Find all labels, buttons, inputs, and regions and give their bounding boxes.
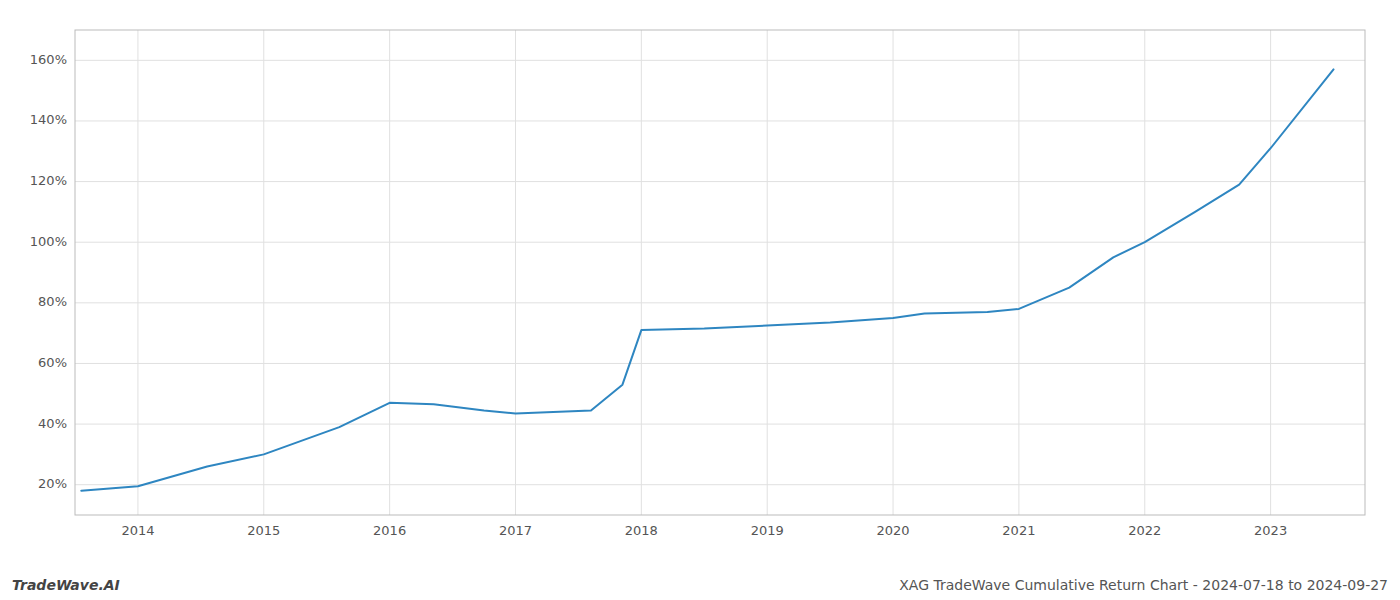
y-grid-line xyxy=(75,302,1365,303)
y-tick-label: 100% xyxy=(30,234,67,249)
x-grid-line xyxy=(263,30,264,515)
x-grid-line xyxy=(1018,30,1019,515)
x-grid-line xyxy=(1144,30,1145,515)
x-tick-label: 2014 xyxy=(121,523,154,538)
line xyxy=(81,69,1333,490)
y-grid-line xyxy=(75,60,1365,61)
x-tick-label: 2020 xyxy=(877,523,910,538)
x-grid-line xyxy=(137,30,138,515)
grid xyxy=(75,30,1365,515)
y-tick-label: 60% xyxy=(38,355,67,370)
x-tick-label: 2021 xyxy=(1002,523,1035,538)
x-grid-line xyxy=(1270,30,1271,515)
x-grid-line xyxy=(515,30,516,515)
x-grid-line xyxy=(641,30,642,515)
x-tick-label: 2019 xyxy=(751,523,784,538)
y-tick-label: 160% xyxy=(30,52,67,67)
x-axis: 2014 2015 2016 2017 2018 2019 2020 2021 2022 2023 xyxy=(121,523,1287,538)
y-tick-label: 120% xyxy=(30,173,67,188)
y-grid-line xyxy=(75,484,1365,485)
y-grid-line xyxy=(75,424,1365,425)
y-tick-label: 140% xyxy=(30,112,67,127)
y-grid-line xyxy=(75,363,1365,364)
chart-container: 20% 40% 60% 80% 100% 120% 140% 160% 2014 2015 2016… xyxy=(0,0,1400,600)
x-grid-line xyxy=(893,30,894,515)
plot-frame xyxy=(75,30,1365,515)
footer-left: TradeWave.AI xyxy=(12,577,120,593)
x-tick-label: 2017 xyxy=(499,523,532,538)
x-grid-line xyxy=(389,30,390,515)
y-grid-line xyxy=(75,181,1365,182)
y-axis: 20% 40% 60% 80% 100% 120% 140% 160% xyxy=(30,52,67,491)
x-tick-label: 2023 xyxy=(1254,523,1287,538)
x-tick-label: 2015 xyxy=(247,523,280,538)
y-grid-line xyxy=(75,242,1365,243)
chart-svg: 20% 40% 60% 80% 100% 120% 140% 160% 2014 2015 2016… xyxy=(0,0,1400,600)
y-grid-line xyxy=(75,120,1365,121)
footer-right: XAG TradeWave Cumulative Return Chart - … xyxy=(899,577,1388,593)
y-tick-label: 80% xyxy=(38,294,67,309)
data-area xyxy=(81,69,1333,490)
x-tick-label: 2022 xyxy=(1128,523,1161,538)
x-grid-line xyxy=(767,30,768,515)
y-tick-label: 20% xyxy=(38,476,67,491)
x-tick-label: 2016 xyxy=(373,523,406,538)
page: {"chart_data": {"type": "line", "x": [20… xyxy=(0,0,1400,600)
x-tick-label: 2018 xyxy=(625,523,658,538)
y-tick-label: 40% xyxy=(38,416,67,431)
